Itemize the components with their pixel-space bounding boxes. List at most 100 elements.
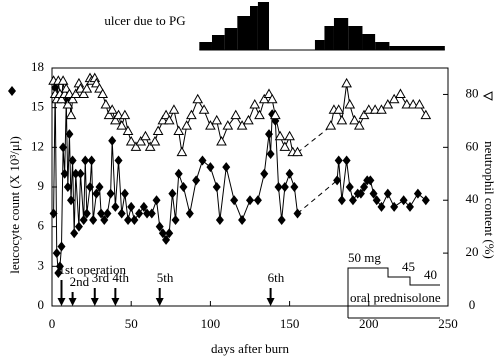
leucocyte-point [413,188,422,199]
operation-label: 1st operation [59,262,127,277]
neutrophil-point [284,130,295,141]
neutrophil-point [414,99,425,109]
neutrophil-point [57,75,69,85]
leucocyte-point [155,221,164,232]
leucocyte-point [139,201,148,212]
leucocyte-point [369,188,378,199]
dashed-link [297,125,332,154]
neutrophil-point [78,88,90,98]
neutrophil-point [401,99,413,109]
ulcer-bar [314,40,325,50]
arrow-head [90,298,99,306]
leucocyte-point [147,208,156,219]
neutrophil-point [336,114,348,125]
arrow-head [155,298,164,306]
y-tick-label: 12 [31,138,44,153]
neutrophil-point [144,141,156,151]
operation-label: 3rd [92,270,110,285]
inset-title: oral prednisolone [350,290,441,305]
y-tick-label: 0 [38,297,45,312]
leucocyte-point [59,142,68,153]
neutrophil-point [56,93,67,104]
leucocyte-point [198,155,207,166]
neutrophil-point [181,120,192,130]
x-axis-title: days after burn [211,341,289,356]
y2-tick-label: 0 [469,297,476,312]
neutrophil-point [106,104,118,114]
arrow-head [266,298,275,306]
leucocyte-point [260,168,269,179]
leucocyte-point [192,175,201,186]
ulcer-bar [348,26,363,50]
neutrophil-point [152,125,164,135]
leucocyte-point [70,228,79,239]
leucocyte-point [55,261,64,272]
leucocyte-point [372,195,381,206]
ulcer-bar [362,34,376,50]
leucocyte-point [179,182,188,192]
neutrophil-point [176,146,188,157]
neutrophil-point [122,125,134,135]
y2-axis-symbol [482,91,493,101]
y2-tick-label: 60 [466,138,479,153]
leucocyte-point [168,188,177,199]
operation-label: 2nd [70,274,90,289]
leucocyte-point [74,221,83,232]
leucocyte-point [345,182,354,192]
leucocyte-point [71,168,80,179]
leucocyte-point [215,215,224,226]
leucocyte-point [89,215,98,226]
leucocyte-point [76,168,85,179]
leucocyte-point [238,215,247,226]
neutrophil-point [125,136,137,146]
neutrophil-point [157,114,169,125]
ulcer-bar [199,42,212,50]
neutrophil-point [70,88,82,98]
leucocyte-point [152,195,161,206]
x-tick-label: 250 [438,316,458,331]
y2-tick-label: 20 [466,244,479,259]
y2-axis-title: neutrophil content (%) [482,141,497,259]
ulcer-bar [333,18,349,50]
neutrophil-point [269,109,281,120]
dose-steps [347,267,440,319]
leucocyte-point [185,208,194,219]
ulcer-label: ulcer due to PG [104,13,185,28]
neutrophil-point [149,136,161,146]
leucocyte-point [405,201,414,212]
neutrophil-point [395,88,406,98]
neutrophil-point [113,109,124,120]
leucocyte-point [360,182,369,192]
y-tick-label: 9 [38,178,45,193]
leucocyte-point [67,195,76,206]
neutrophil-point [135,136,147,146]
leucocyte-point [95,182,104,192]
neutrophil-point [353,120,365,130]
neutrophil-point [258,93,270,104]
leucocyte-point [337,195,346,206]
neutrophil-point [279,141,291,151]
leucocyte-point [65,129,74,140]
ulcer-bar [237,16,250,50]
neutrophil-point [341,77,352,88]
neutrophil-point [130,141,142,151]
y-tick-label: 3 [38,257,45,272]
neutrophil-point [249,99,261,109]
ulcer-bar [224,28,238,50]
leucocyte-point [171,215,180,226]
leucocyte-point [114,155,123,166]
leucocyte-point [97,208,106,219]
leucocyte-point [143,208,152,219]
neutrophil-point [205,120,216,130]
leucocyte-point [103,208,112,219]
leucocyte-point [290,182,299,192]
leucocyte-point [280,182,289,192]
leucocyte-point [253,195,262,206]
neutrophil-point [266,93,278,104]
neutrophil-point [116,120,128,130]
y-tick-label: 18 [31,59,44,74]
leucocyte-point [124,215,133,226]
ulcer-bar [389,46,445,50]
leucocyte-point [117,208,126,219]
leucocyte-point [86,182,95,192]
